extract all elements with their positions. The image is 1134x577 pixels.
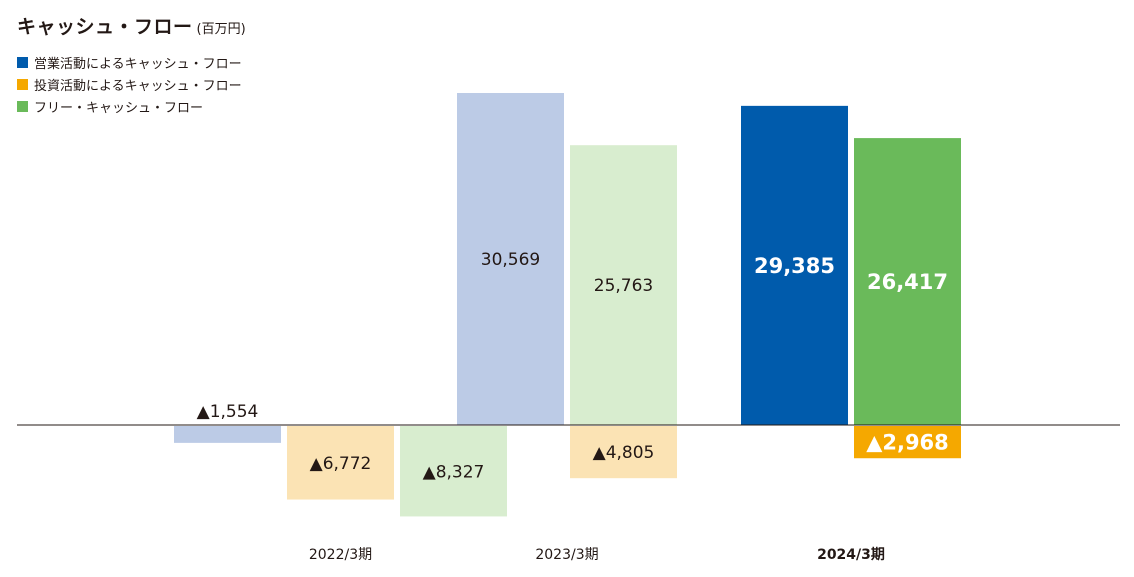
data-label-operating-2: 29,385 bbox=[754, 254, 835, 278]
data-label-free-0: ▲8,327 bbox=[423, 462, 485, 482]
legend-swatch-investing bbox=[17, 78, 28, 90]
x-tick-label-0: 2022/3期 bbox=[309, 547, 372, 563]
bar-operating-0 bbox=[174, 426, 281, 443]
data-label-investing-1: ▲4,805 bbox=[593, 443, 655, 463]
bar-free-0 bbox=[400, 426, 507, 517]
legend-item-investing: 投資活動によるキャッシュ・フロー bbox=[17, 73, 242, 95]
legend-item-operating: 営業活動によるキャッシュ・フロー bbox=[17, 51, 242, 73]
bar-investing-2 bbox=[854, 426, 961, 459]
x-tick-label-1: 2023/3期 bbox=[535, 547, 598, 563]
data-label-investing-0: ▲6,772 bbox=[310, 454, 372, 474]
x-tick-label-2: 2024/3期 bbox=[817, 547, 885, 563]
legend-swatch-free bbox=[17, 100, 28, 112]
data-label-investing-2: ▲2,968 bbox=[866, 431, 949, 455]
bar-free-1 bbox=[570, 145, 677, 425]
legend-label-investing: 投資活動によるキャッシュ・フロー bbox=[34, 78, 242, 94]
bar-free-2 bbox=[854, 138, 961, 426]
chart-title: キャッシュ・フロー bbox=[17, 16, 193, 38]
bar-investing-1 bbox=[570, 426, 677, 479]
data-label-free-1: 25,763 bbox=[594, 276, 653, 296]
bar-investing-0 bbox=[287, 426, 394, 500]
bar-operating-2 bbox=[741, 105, 848, 425]
data-label-operating-0: ▲1,554 bbox=[197, 402, 259, 422]
data-label-operating-1: 30,569 bbox=[481, 250, 540, 270]
legend-label-operating: 営業活動によるキャッシュ・フロー bbox=[34, 56, 242, 72]
chart-unit: (百万円) bbox=[196, 22, 246, 37]
chart-title-block: キャッシュ・フロー (百万円) bbox=[17, 12, 246, 39]
chart-legend: 営業活動によるキャッシュ・フロー 投資活動によるキャッシュ・フロー フリー・キャ… bbox=[17, 51, 242, 117]
legend-label-free: フリー・キャッシュ・フロー bbox=[34, 100, 204, 116]
bar-operating-1 bbox=[457, 93, 564, 425]
legend-item-free: フリー・キャッシュ・フロー bbox=[17, 95, 242, 117]
legend-swatch-operating bbox=[17, 56, 28, 68]
data-label-free-2: 26,417 bbox=[867, 270, 948, 294]
